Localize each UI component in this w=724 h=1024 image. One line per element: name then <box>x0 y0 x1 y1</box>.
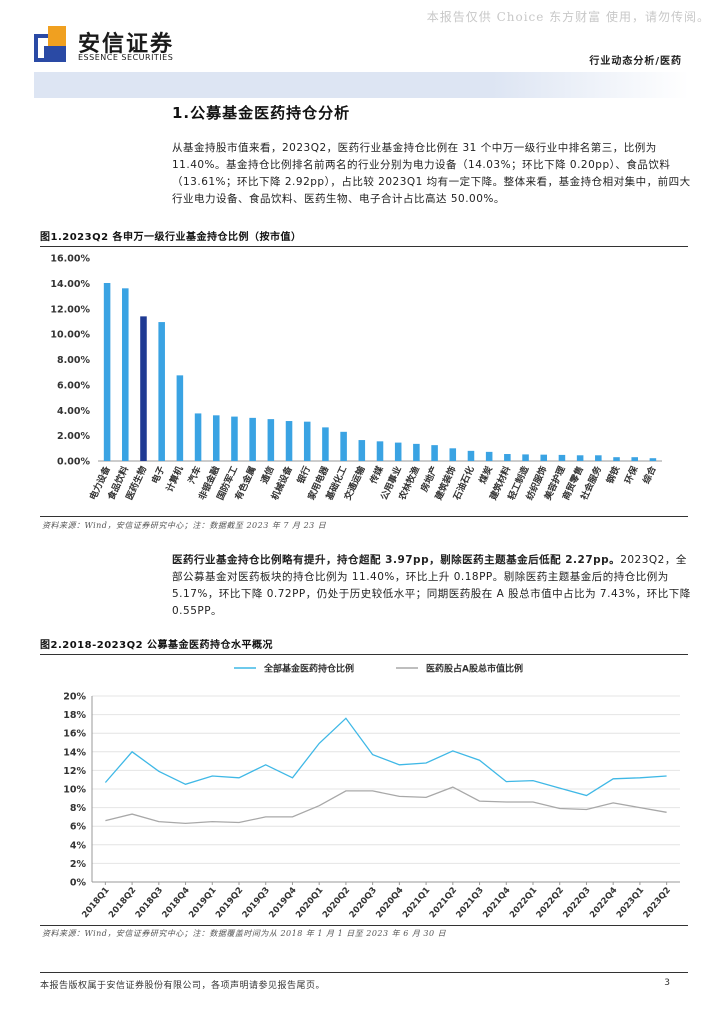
bar-24 <box>522 454 529 461</box>
series-line-2 <box>105 786 667 825</box>
legend-label-2: 医药股占A股总市值比例 <box>426 663 523 675</box>
bar-22 <box>485 451 493 461</box>
x-tick-label: 汽车 <box>185 464 203 485</box>
bar-27 <box>576 455 584 461</box>
bar-21 <box>467 450 475 461</box>
y-tick-label: 12% <box>63 766 86 777</box>
bar-10 <box>267 419 275 461</box>
y-tick-label: 6% <box>70 822 87 833</box>
y-tick-label: 4.00% <box>57 406 90 417</box>
bar-4 <box>158 322 165 461</box>
header-band <box>34 72 689 98</box>
x-tick-label: 电子 <box>149 464 167 485</box>
y-tick-label: 16% <box>63 729 86 740</box>
legend-label-1: 全部基金医药持仓比例 <box>263 663 354 675</box>
y-tick-label: 6.00% <box>57 380 90 391</box>
y-tick-label: 2% <box>70 859 87 870</box>
bar-13 <box>322 427 329 461</box>
bar-25 <box>540 454 548 461</box>
y-tick-label: 16.00% <box>50 254 90 265</box>
bar-17 <box>394 442 402 461</box>
figure-2-source: 资料来源：Wind，安信证券研究中心；注：数据覆盖时间为从 2018 年 1 月… <box>42 929 447 938</box>
bar-20 <box>449 448 457 461</box>
bar-19 <box>431 445 438 461</box>
bar-11 <box>285 421 293 461</box>
bar-29 <box>613 457 620 461</box>
y-tick-label: 0% <box>70 878 87 889</box>
y-tick-label: 2.00% <box>57 431 90 442</box>
figure-1-bottom-rule <box>40 516 688 517</box>
y-tick-label: 0.00% <box>57 457 90 468</box>
x-tick-label: 环保 <box>622 463 641 485</box>
bar-1 <box>103 282 111 461</box>
figure-1-source: 资料来源：Wind，安信证券研究中心；注：数据截至 2023 年 7 月 23 … <box>42 521 327 530</box>
footer-rule <box>40 972 688 973</box>
bar-12 <box>303 421 311 461</box>
section-title: 1.公募基金医药持仓分析 <box>172 104 351 122</box>
paragraph-2-body: 2023Q2，全部公募基金对医药板块的持仓比例为 11.40%，环比上升 0.1… <box>172 554 691 617</box>
x-tick-label: 2023Q2 <box>642 885 673 920</box>
x-tick-label: 通信 <box>258 464 276 485</box>
y-tick-label: 10% <box>63 785 86 796</box>
bar-7 <box>212 415 220 461</box>
report-category: 行业动态分析/医药 <box>589 56 682 67</box>
logo-mark-icon <box>34 26 68 64</box>
bar-18 <box>413 443 420 461</box>
y-tick-label: 18% <box>63 710 86 721</box>
bar-9 <box>249 417 256 461</box>
bar-6 <box>194 413 202 461</box>
x-tick-label: 煤炭 <box>476 464 494 485</box>
bar-16 <box>376 441 384 461</box>
paragraph-1: 从基金持股市值来看，2023Q2，医药行业基金持仓比例在 31 个中万一级行业中… <box>172 142 691 205</box>
bar-30 <box>631 457 638 461</box>
bar-8 <box>231 416 238 461</box>
page-number: 3 <box>664 978 670 988</box>
bar-31 <box>649 458 657 461</box>
series-line-1 <box>104 717 667 797</box>
x-tick-label: 房地产 <box>418 464 440 494</box>
y-tick-label: 8.00% <box>57 355 90 366</box>
x-tick-label: 计算机 <box>163 464 185 494</box>
bar-28 <box>595 455 602 461</box>
y-tick-label: 10.00% <box>50 330 90 341</box>
y-tick-label: 20% <box>63 692 86 703</box>
bar-3 <box>140 316 147 461</box>
watermark: 本报告仅供 Choice 东方财富 使用，请勿传阅。 <box>426 10 710 24</box>
x-tick-label: 传媒 <box>367 463 386 486</box>
paragraph-2-lead: 医药行业基金持仓比例略有提升，持仓超配 3.97pp，剔除医药主题基金后低配 2… <box>172 554 621 566</box>
bar-5 <box>176 375 184 461</box>
bar-23 <box>504 454 511 461</box>
y-tick-label: 14.00% <box>50 279 90 290</box>
logo-name-cn: 安信证券 <box>78 32 175 57</box>
bar-14 <box>340 431 347 461</box>
y-tick-label: 14% <box>63 747 86 758</box>
figure-2-bottom-rule <box>40 925 688 926</box>
figure-2-title: 图2.2018-2023Q2 公募基金医药持仓水平概况 <box>40 636 688 655</box>
paragraph-2: 医药行业基金持仓比例略有提升，持仓超配 3.97pp，剔除医药主题基金后低配 2… <box>172 552 692 620</box>
footer-disclaimer: 本报告版权属于安信证券股份有限公司，各项声明请参见报告尾页。 <box>40 981 326 991</box>
y-tick-label: 4% <box>70 840 87 851</box>
bar-26 <box>558 454 566 461</box>
bar-15 <box>358 440 366 461</box>
x-tick-label: 银行 <box>294 464 312 485</box>
figure-1-title: 图1.2023Q2 各申万一级行业基金持仓比例（按市值） <box>40 228 688 247</box>
x-tick-label: 综合 <box>640 463 659 485</box>
y-tick-label: 12.00% <box>50 304 90 315</box>
bar-chart-industry-holdings: 0.00% 2.00% 4.00% 6.00% 8.00% 10.00% 12.00% 14.… <box>50 254 662 503</box>
y-tick-label: 8% <box>70 803 87 814</box>
company-logo: 安信证券 ESSENCE SECURITIES <box>34 26 194 66</box>
logo-name-en: ESSENCE SECURITIES <box>78 53 174 62</box>
bar-2 <box>122 288 129 461</box>
line-chart-holding-level: 0%2%4%6%8%10%12%14%16%18%20%2018Q12018Q2… <box>63 663 680 920</box>
x-tick-label: 钢铁 <box>604 464 622 485</box>
